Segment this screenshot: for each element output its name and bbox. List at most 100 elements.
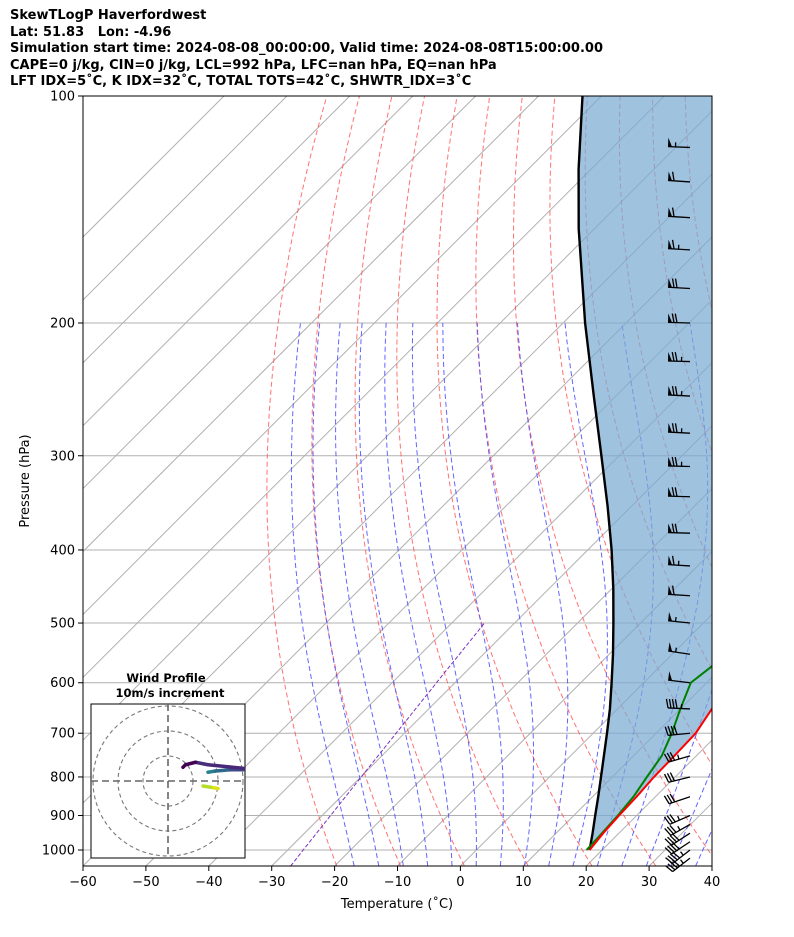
barb-shaft (667, 360, 691, 363)
barb-pennant (668, 351, 673, 362)
moist-adiabat (411, 322, 477, 866)
barb-pennant (668, 313, 673, 323)
barb-flag (671, 278, 675, 288)
barb-flag (674, 487, 678, 497)
moist-adiabat (358, 322, 429, 866)
moist-adiabat (442, 322, 504, 866)
isotherm (334, 487, 712, 866)
barb-flag (669, 834, 678, 843)
moist-adiabat (476, 322, 534, 866)
barb-flag (671, 386, 675, 396)
y-tick-label: 200 (50, 316, 75, 331)
x-tick-label: 0 (456, 875, 464, 890)
wind-barb (668, 611, 691, 624)
barb-pennant (668, 523, 673, 533)
barb-pennant (668, 239, 673, 249)
x-axis-label: Temperature (˚C) (340, 896, 453, 912)
barb-shaft (672, 849, 691, 865)
barb-flag (667, 855, 676, 863)
wind-barb (668, 671, 691, 684)
wind-barb (667, 523, 691, 534)
barb-shaft (672, 857, 691, 873)
wind-barb (664, 725, 691, 737)
barb-shaft (667, 531, 691, 534)
isotherm (83, 96, 539, 553)
x-tick-label: −10 (384, 875, 411, 890)
wind-barb (667, 313, 691, 324)
barb-pennant (668, 207, 673, 217)
moist-adiabat (564, 322, 608, 866)
x-tick-label: 10 (515, 875, 532, 890)
barb-flag (671, 171, 675, 181)
barb-flag (671, 555, 675, 566)
time-line: Simulation start time: 2024-08-08_00:00:… (10, 41, 603, 56)
wind-barb (667, 137, 691, 149)
barb-flag (674, 352, 678, 362)
barb-flag (663, 773, 670, 783)
isotherm (83, 96, 476, 490)
barb-flag (671, 585, 675, 595)
x-tick-label: −60 (69, 875, 96, 890)
x-tick-label: −40 (195, 875, 222, 890)
dewpoint-line (585, 664, 712, 851)
barb-flag (674, 278, 678, 288)
barb-shaft (668, 776, 691, 783)
isotherm (83, 96, 414, 427)
hodograph-title: Wind Profile (126, 671, 206, 685)
barb-flag (671, 487, 675, 497)
moist-adiabat (517, 322, 569, 866)
barb-flag (665, 865, 674, 873)
isotherm (83, 96, 288, 301)
dry-adiabat (266, 96, 338, 866)
barb-shaft (667, 495, 691, 498)
barb-pennant (668, 385, 673, 396)
barb-flag (674, 386, 678, 396)
y-tick-label: 1000 (42, 844, 75, 859)
barb-flag (664, 726, 669, 736)
y-tick-label: 800 (50, 770, 75, 785)
barb-flag (673, 725, 678, 735)
hodograph-body (91, 704, 245, 858)
barb-flag (674, 456, 678, 467)
y-tick-label: 400 (50, 543, 75, 558)
dry-adiabat (513, 96, 712, 857)
wind-barb (667, 351, 691, 363)
barb-pennant (668, 671, 673, 681)
wind-barb (668, 642, 691, 655)
indices-line-1: CAPE=0 j/kg, CIN=0 j/kg, LCL=992 hPa, LF… (10, 57, 497, 73)
moist-adiabat (384, 322, 453, 866)
barb-flag (666, 773, 673, 782)
wind-barb (664, 832, 691, 846)
wind-barb (667, 239, 691, 251)
barb-shaft (667, 321, 691, 324)
isotherm (145, 299, 712, 866)
dry-adiabat (354, 96, 465, 866)
moist-adiabat (335, 322, 404, 866)
wind-barb (668, 207, 691, 219)
barb-pennant (668, 278, 673, 288)
wind-barb (667, 456, 691, 468)
barb-pennant (668, 585, 673, 595)
wind-barbs (663, 137, 691, 873)
barb-pennant (668, 487, 673, 497)
y-tick-label: 300 (50, 449, 75, 464)
barb-flag (671, 699, 675, 709)
barb-shaft (671, 841, 691, 855)
barb-half-flag (677, 754, 680, 760)
wind-barb (663, 793, 691, 805)
barb-flag (669, 814, 676, 823)
barb-shaft (667, 286, 691, 290)
barb-flag (674, 699, 678, 709)
barb-flag (668, 698, 672, 709)
barb-flag (666, 752, 673, 762)
barb-flag (669, 825, 677, 833)
wind-barb (664, 841, 691, 855)
barb-flag (671, 456, 675, 467)
mixing-ratio-line (290, 622, 485, 866)
barb-flag (671, 523, 675, 533)
barb-half-flag (677, 825, 681, 831)
barb-half-flag (675, 647, 677, 653)
isotherm (83, 96, 665, 679)
barb-flag (664, 847, 673, 855)
